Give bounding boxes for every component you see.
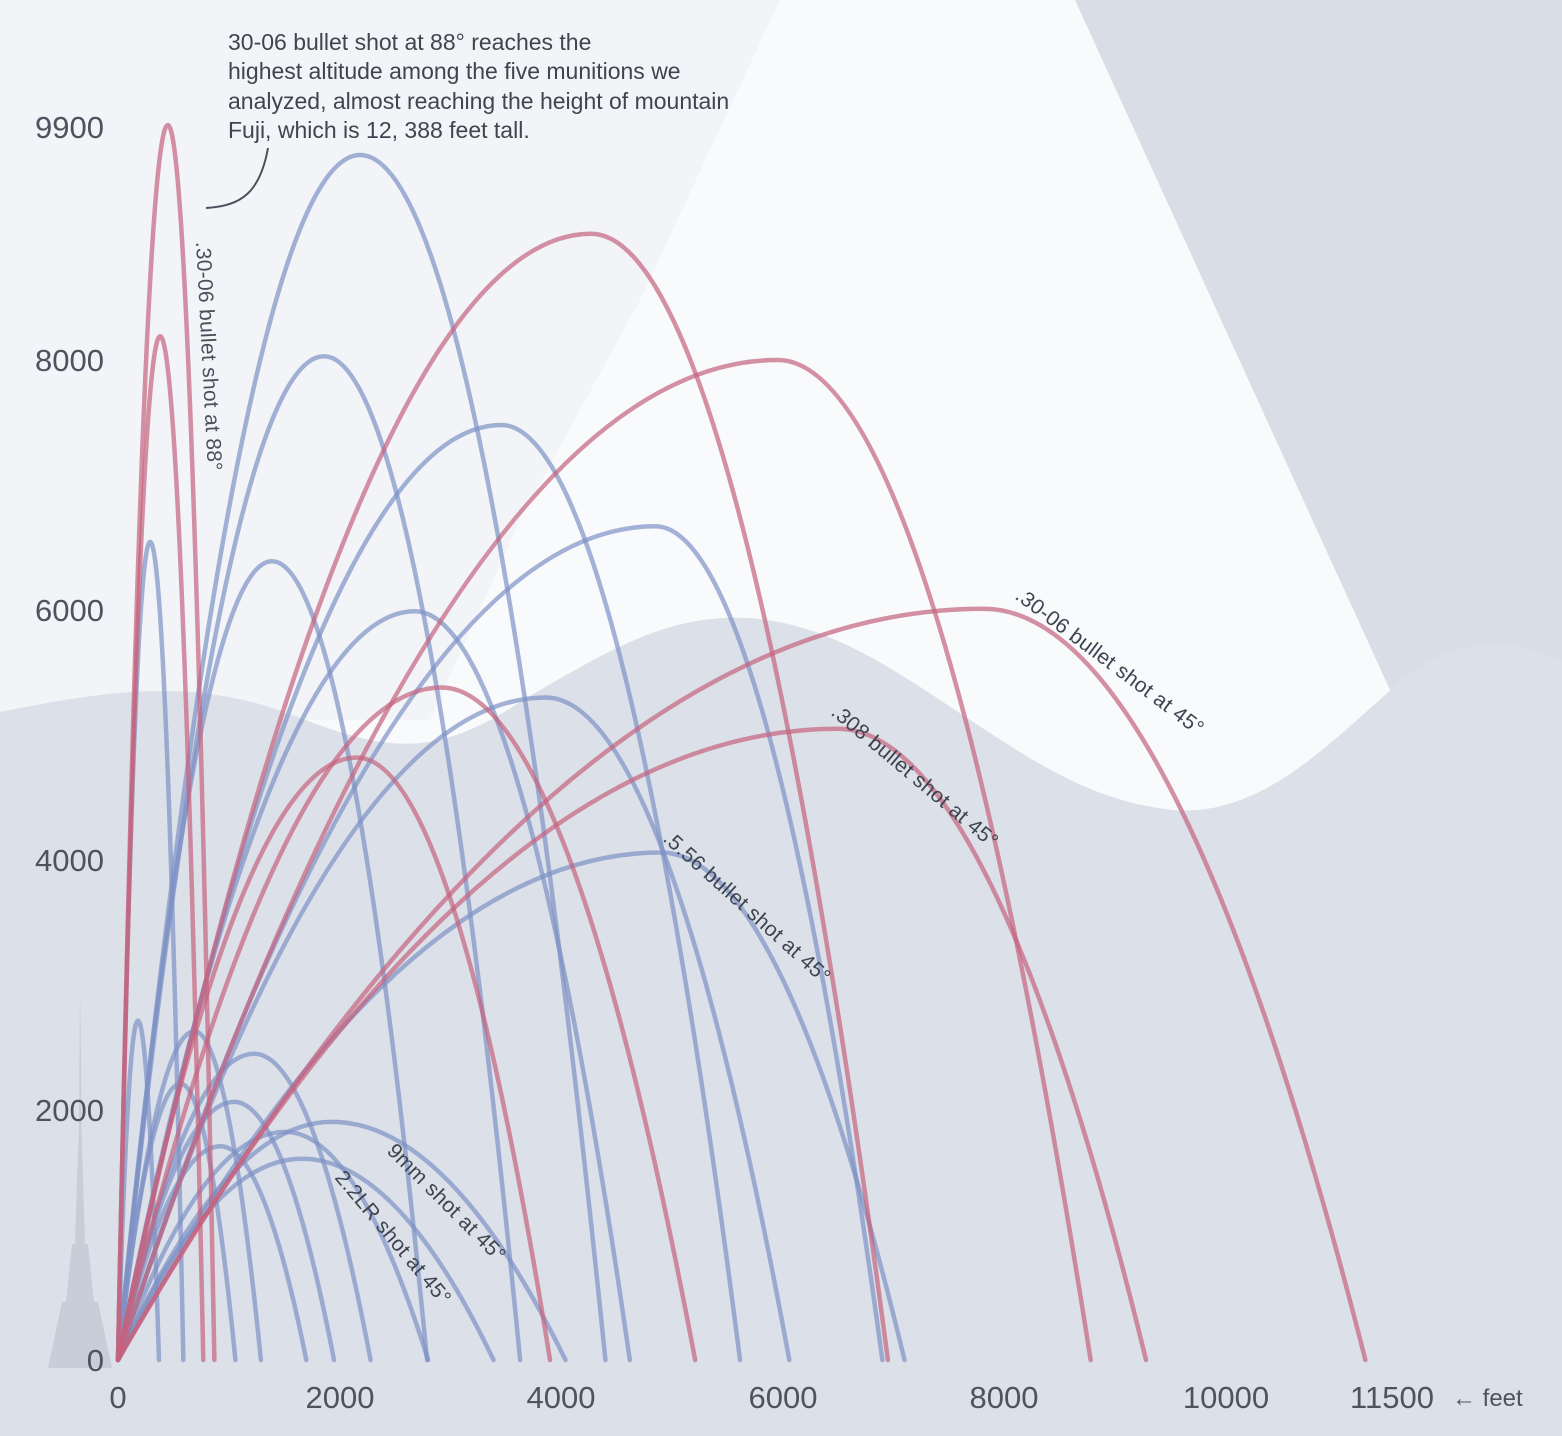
x-tick-11500: 11500 (1350, 1380, 1434, 1415)
trajectory-arcs (115, 122, 1368, 1363)
x-tick-2000: 2000 (306, 1380, 375, 1415)
x-tick-10000: 10000 (1183, 1380, 1269, 1415)
y-tick-9900: 9900 (35, 110, 104, 145)
trajectory-arc-red-labeled (115, 726, 1149, 1363)
y-tick-2000: 2000 (35, 1093, 104, 1128)
y-tick-8000: 8000 (35, 343, 104, 378)
trajectory-arc-blue (115, 1018, 162, 1363)
x-tick-4000: 4000 (527, 1380, 596, 1415)
y-axis: 9900 8000 6000 4000 2000 0 (35, 110, 104, 1378)
trajectory-arc-blue (115, 695, 792, 1363)
trajectory-arc-red-labeled (115, 606, 1368, 1363)
trajectory-arc-red-labeled (115, 122, 217, 1363)
x-tick-6000: 6000 (749, 1380, 818, 1415)
y-tick-6000: 6000 (35, 593, 104, 628)
trajectory-arc-blue (115, 152, 608, 1363)
trajectory-arc-red (115, 357, 1093, 1363)
trajectory-arc-blue (115, 353, 523, 1363)
x-axis: 0 2000 4000 6000 8000 10000 11500 ← feet (109, 1380, 1523, 1415)
trajectory-arc-red (115, 231, 891, 1363)
y-tick-4000: 4000 (35, 843, 104, 878)
trajectory-arc-blue-labeled (115, 1119, 568, 1363)
trajectory-arc-red (115, 685, 698, 1363)
mountain-lower-slopes (0, 617, 1562, 1436)
y-tick-0: 0 (87, 1343, 104, 1378)
trajectory-arc-blue (115, 1143, 309, 1363)
annotation-text: 30-06 bullet shot at 88° reaches the hig… (228, 29, 730, 144)
x-tick-0: 0 (109, 1380, 126, 1415)
annotation-connector (205, 147, 269, 209)
tower-silhouette (48, 988, 112, 1368)
x-tick-8000: 8000 (970, 1380, 1039, 1415)
mountain-right-flank (1075, 0, 1562, 690)
x-axis-unit-label: ← feet (1452, 1385, 1523, 1412)
